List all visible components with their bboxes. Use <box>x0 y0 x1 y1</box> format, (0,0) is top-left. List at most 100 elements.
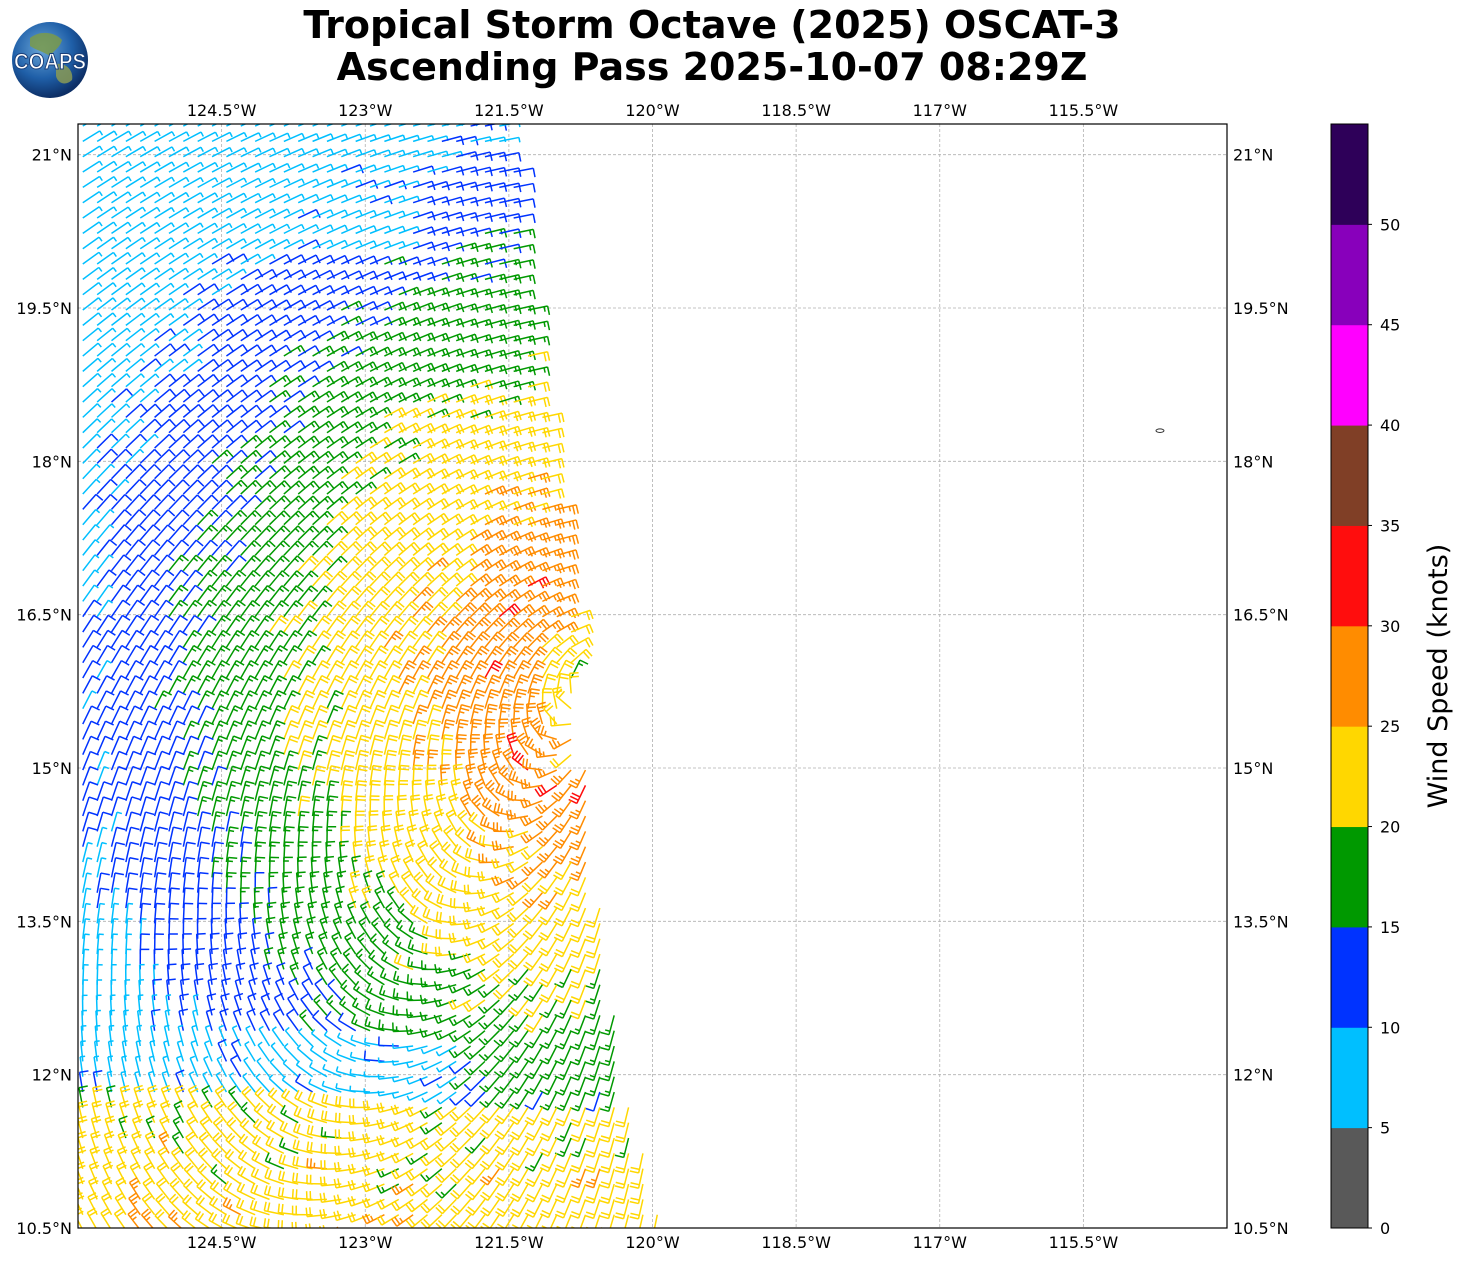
wind-barb-staff <box>513 182 534 189</box>
wind-barb-staff <box>427 211 447 219</box>
wind-barb <box>398 362 422 373</box>
wind-barb-feather <box>359 225 363 231</box>
wind-barb-feather <box>310 437 315 443</box>
wind-barb-staff <box>484 304 505 311</box>
wind-barb-staff <box>355 179 375 189</box>
wind-barb <box>441 408 465 420</box>
wind-barb <box>82 433 102 449</box>
wind-barb-staff <box>340 330 360 342</box>
wind-barb-staff <box>384 316 403 327</box>
wind-barb <box>269 435 292 449</box>
wind-barb-staff <box>398 165 419 173</box>
wind-barb-feather <box>551 739 558 748</box>
wind-barb-feather <box>476 666 482 670</box>
wind-barb-feather <box>211 464 219 473</box>
wind-barb-feather <box>247 693 253 697</box>
wind-barb-feather <box>219 663 225 667</box>
wind-barb-feather <box>526 702 536 705</box>
wind-barb-feather <box>108 554 114 559</box>
wind-barb-staff <box>312 254 331 265</box>
wind-barb-staff <box>470 364 490 373</box>
wind-barb-feather <box>237 467 243 472</box>
wind-barb <box>125 282 146 296</box>
wind-barb-feather <box>320 663 329 669</box>
wind-barb-staff <box>326 194 346 204</box>
wind-barb-feather <box>137 569 146 577</box>
wind-barb-feather <box>214 131 219 137</box>
wind-barb-staff <box>125 433 141 449</box>
wind-barb-staff <box>441 226 462 235</box>
wind-barb-staff <box>154 373 171 388</box>
wind-barb-feather <box>456 365 460 371</box>
wind-barb <box>455 409 479 420</box>
wind-barb <box>484 166 508 177</box>
wind-barb-feather <box>431 719 442 723</box>
wind-barb-staff <box>226 124 233 127</box>
wind-barb-staff <box>111 327 128 342</box>
wind-barb-feather <box>442 349 446 355</box>
wind-barb-feather <box>167 509 176 517</box>
wind-barb-feather <box>228 283 233 289</box>
wind-barb-feather <box>538 709 544 713</box>
wind-barb <box>226 207 248 219</box>
wind-barb <box>182 131 205 143</box>
wind-barb-feather <box>114 116 117 120</box>
wind-barb-staff <box>513 365 534 373</box>
wind-barb-feather <box>277 648 283 652</box>
wind-barb <box>384 331 408 342</box>
wind-barb <box>240 253 262 265</box>
wind-barb-feather <box>228 268 233 274</box>
wind-barb <box>427 302 451 312</box>
wind-barb-feather <box>552 609 557 615</box>
wind-barb-staff <box>139 237 158 250</box>
wind-barb-feather <box>344 255 350 265</box>
wind-barb-staff <box>168 124 175 127</box>
wind-barb <box>384 210 406 219</box>
wind-barb <box>455 333 479 344</box>
wind-barb <box>240 404 263 418</box>
wind-barb-feather <box>377 663 387 669</box>
wind-barb-staff <box>225 359 244 372</box>
wind-barb <box>412 241 436 251</box>
wind-barb <box>283 208 305 219</box>
wind-barb-staff <box>326 345 345 357</box>
wind-barb-feather <box>503 692 513 696</box>
wind-barb-feather <box>539 489 543 496</box>
wind-barb-feather <box>198 373 206 382</box>
wind-barb <box>82 569 100 587</box>
wind-barb-feather <box>298 465 306 474</box>
wind-barb-staff <box>254 374 272 388</box>
wind-barb <box>297 239 321 250</box>
wind-barb <box>412 271 436 282</box>
wind-barb-feather <box>503 167 508 177</box>
wind-barb-feather <box>121 660 130 666</box>
wind-barb-feather <box>323 528 329 533</box>
wind-barb-feather <box>330 209 334 215</box>
wind-barb-staff <box>384 361 403 373</box>
wind-barb-feather <box>166 539 175 547</box>
wind-barb-feather <box>113 191 118 197</box>
wind-barb-feather <box>199 252 204 258</box>
wind-barb <box>182 388 206 403</box>
wind-barb-feather <box>413 288 417 294</box>
wind-barb-staff <box>412 256 433 265</box>
wind-barb-feather <box>528 321 532 327</box>
wind-barb <box>154 388 177 403</box>
wind-barb <box>96 266 117 280</box>
wind-barb <box>326 163 349 173</box>
wind-barb-staff <box>168 131 187 143</box>
wind-barb-feather <box>524 579 528 585</box>
wind-barb-feather <box>169 373 177 382</box>
wind-barb-feather <box>199 298 204 304</box>
wind-barb-staff <box>154 343 171 357</box>
wind-barb-feather <box>110 463 116 469</box>
wind-barb-staff <box>226 162 245 173</box>
wind-barb-staff <box>139 221 158 235</box>
wind-barb <box>197 252 218 265</box>
wind-barb-feather <box>404 719 414 724</box>
wind-barb-staff <box>226 313 244 327</box>
wind-barb <box>412 226 436 236</box>
wind-barb-feather <box>474 695 480 699</box>
wind-barb-staff <box>182 176 202 189</box>
wind-barb-staff <box>139 191 158 204</box>
